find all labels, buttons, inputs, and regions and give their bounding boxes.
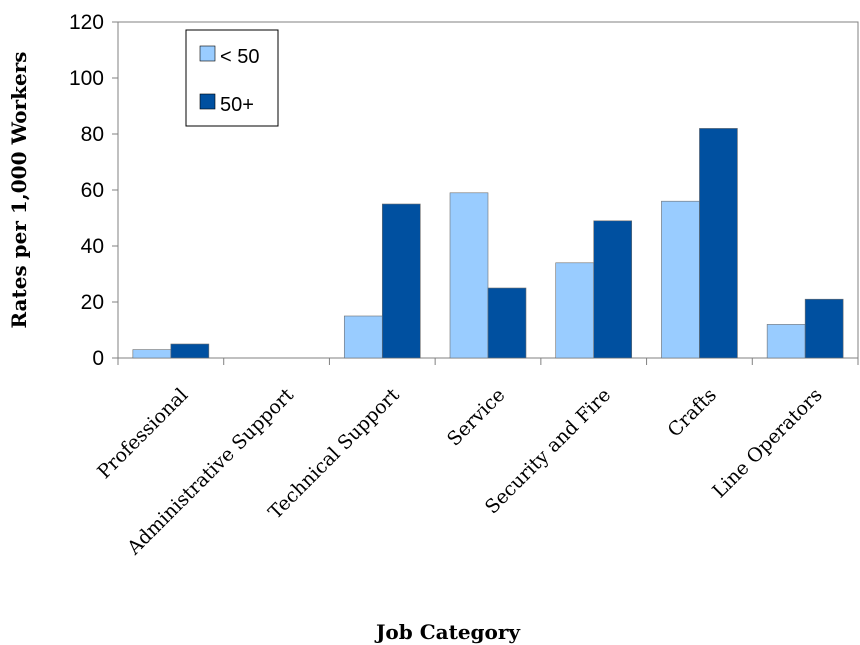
bar-50plus-0 xyxy=(170,343,210,359)
x-category-label: Service xyxy=(443,384,510,451)
bar-lt50-0 xyxy=(132,349,172,359)
bar-lt50-4 xyxy=(555,262,595,359)
bar-lt50-6 xyxy=(766,324,806,359)
x-category-label: Line Operators xyxy=(708,384,826,502)
bar-50plus-3 xyxy=(487,287,527,359)
y-tick-label: 100 xyxy=(69,67,104,90)
y-tick-label: 40 xyxy=(81,235,104,258)
bars xyxy=(132,128,844,359)
bar-50plus-6 xyxy=(804,298,844,359)
bar-lt50-3 xyxy=(449,192,489,359)
legend-swatch-lt50 xyxy=(199,45,216,62)
legend-label-50plus: 50+ xyxy=(220,94,254,116)
bar-lt50-5 xyxy=(661,200,700,359)
y-tick-label: 0 xyxy=(92,347,104,370)
x-category-label: Professional xyxy=(93,384,192,483)
legend-label-lt50: < 50 xyxy=(220,46,259,68)
bar-50plus-4 xyxy=(593,220,633,359)
legend-swatch-50plus xyxy=(199,93,216,110)
x-category-label: Administrative Support xyxy=(122,384,298,560)
x-category-label: Crafts xyxy=(663,384,721,442)
bar-50plus-2 xyxy=(381,203,421,359)
y-tick-label: 20 xyxy=(81,291,104,314)
bar-lt50-2 xyxy=(343,315,383,359)
bar-50plus-5 xyxy=(699,128,738,359)
y-axis-title: Rates per 1,000 Workers xyxy=(7,51,31,328)
legend: < 50 50+ xyxy=(185,29,279,127)
x-axis-title: Job Category xyxy=(374,620,521,644)
y-tick-label: 60 xyxy=(81,179,104,202)
y-tick-label: 120 xyxy=(69,11,104,34)
y-tick-label: 80 xyxy=(81,123,104,146)
